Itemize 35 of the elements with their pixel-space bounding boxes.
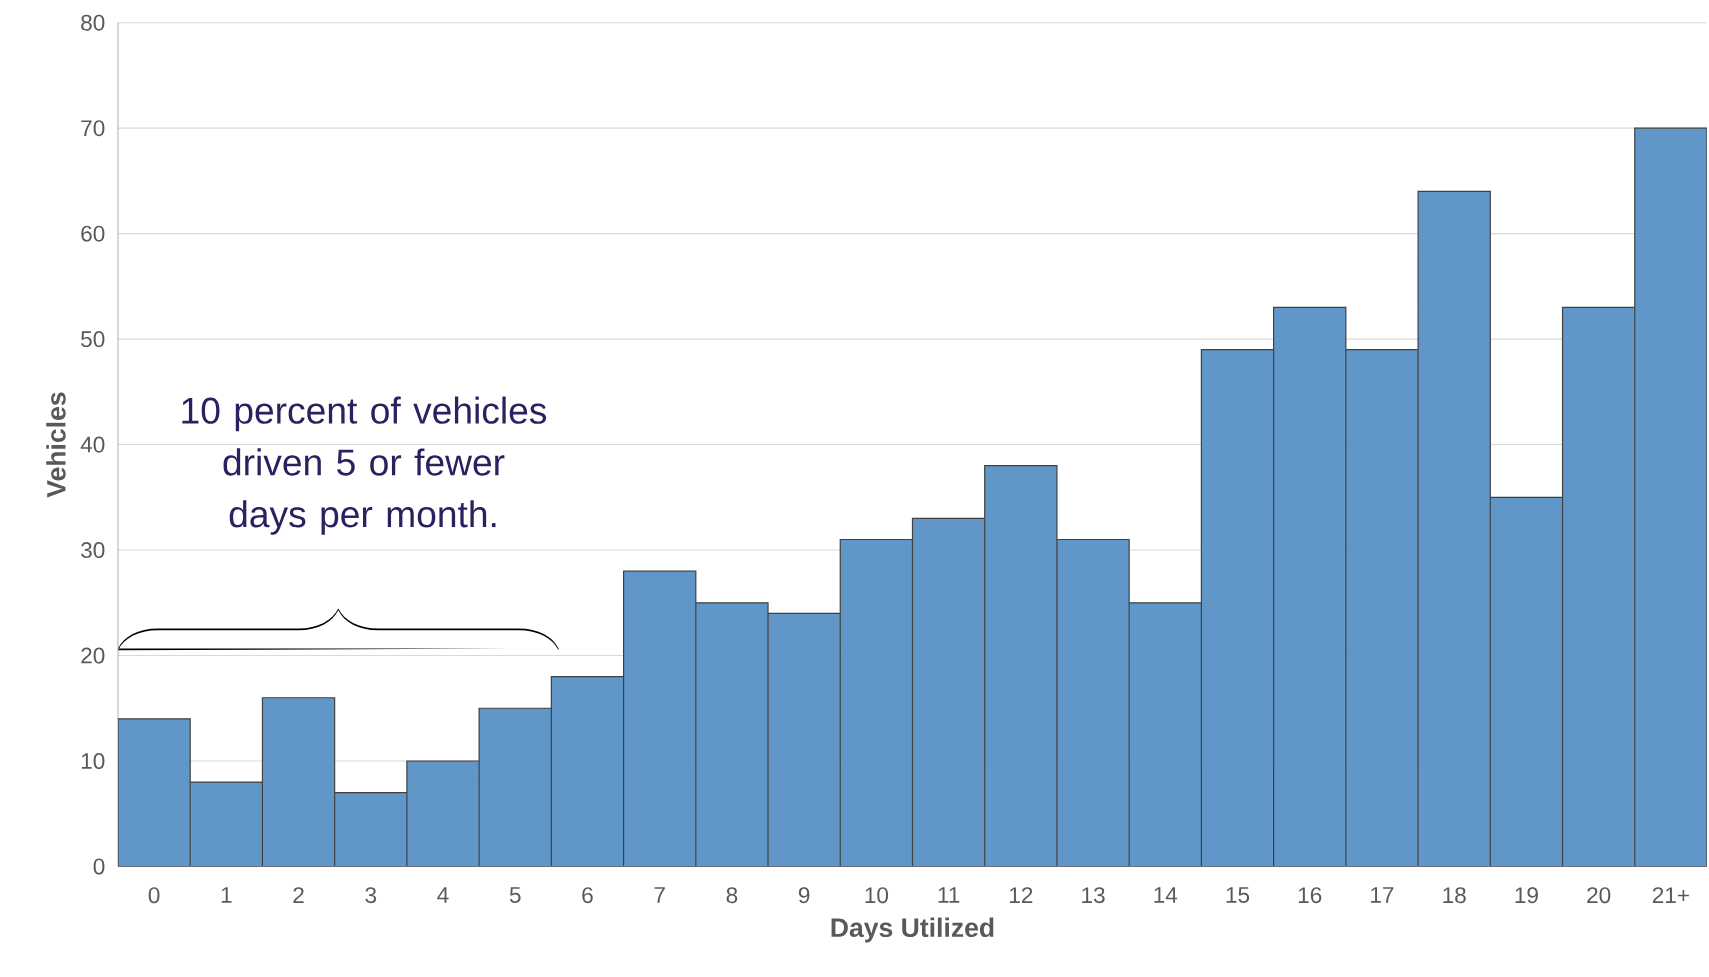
annotation: 10 percent of vehicles driven 5 or fewer days per month. <box>182 396 547 535</box>
x-tick-label: 21+ <box>1652 887 1689 903</box>
y-tick-label: 60 <box>81 225 105 242</box>
x-tick-label: 15 <box>1226 887 1250 903</box>
y-tick-label: 10 <box>81 752 105 769</box>
x-tick-label: 17 <box>1371 887 1394 903</box>
x-tick-label: 14 <box>1154 887 1178 903</box>
y-tick-label: 0 <box>93 858 105 875</box>
x-tick-label: 11 <box>938 887 960 903</box>
x-tick-label: 16 <box>1298 887 1322 904</box>
x-tick-label: 18 <box>1443 887 1466 904</box>
x-tick-label: 20 <box>1587 887 1611 904</box>
y-tick-label: 80 <box>81 14 105 31</box>
x-tick-label: 7 <box>654 887 665 903</box>
y-tick-label: 50 <box>81 331 105 348</box>
x-tick-label: 19 <box>1515 887 1538 904</box>
x-tick-label: 10 <box>865 887 889 904</box>
y-tick-label: 30 <box>81 542 105 558</box>
y-axis-title: Vehicles <box>46 392 66 498</box>
bar <box>406 760 480 867</box>
x-tick-label: 2 <box>293 887 304 903</box>
x-tick-label: 3 <box>365 887 377 904</box>
x-tick-label: 13 <box>1082 887 1105 904</box>
x-tick-label: 8 <box>726 887 738 904</box>
x-axis-title: Days Utilized <box>831 917 994 943</box>
y-tick-label: 70 <box>81 120 105 137</box>
x-tick-label: 4 <box>437 887 449 903</box>
x-tick-label: 1 <box>221 887 232 903</box>
x-tick-label: 5 <box>509 887 521 903</box>
x-tick-label: 12 <box>1010 887 1033 903</box>
x-tick-label: 0 <box>148 887 160 904</box>
y-tick-label: 40 <box>80 436 105 453</box>
y-tick-label: 20 <box>81 647 105 664</box>
x-tick-label: 6 <box>582 887 593 904</box>
x-tick-label: 9 <box>798 887 810 904</box>
